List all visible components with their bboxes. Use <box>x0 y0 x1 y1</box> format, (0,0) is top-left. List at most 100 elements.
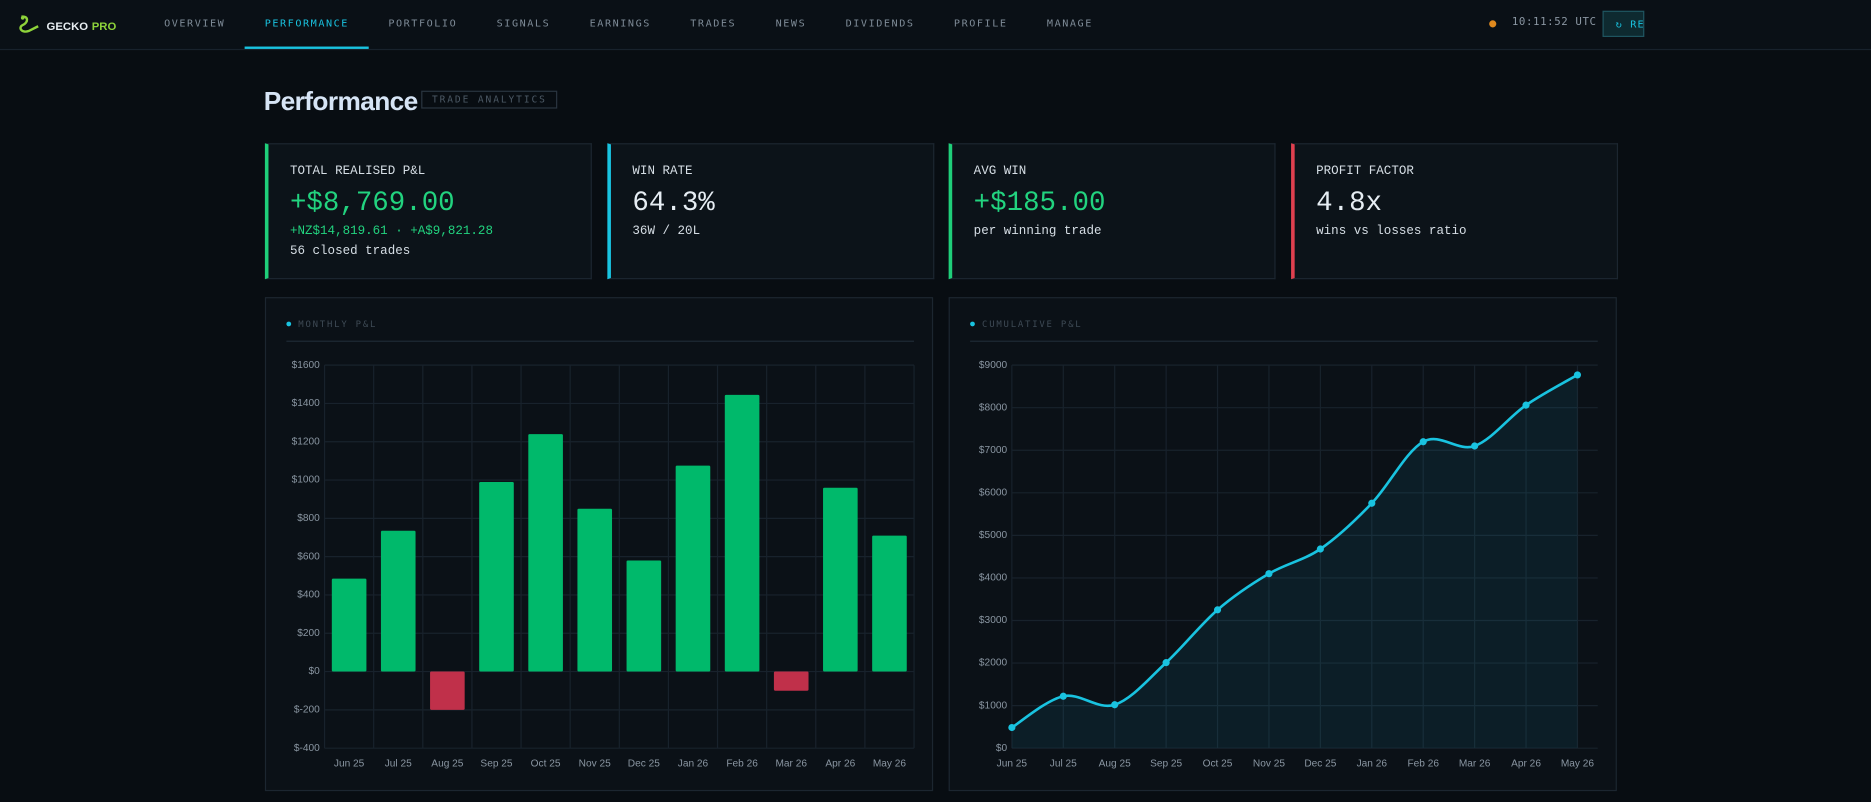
y-tick-label: $1000 <box>292 475 321 486</box>
point <box>1419 438 1427 446</box>
bar <box>577 508 613 672</box>
refresh-button[interactable]: ↻ RE <box>1602 10 1645 37</box>
nav-item[interactable]: PROFILE <box>953 17 1008 30</box>
stat-card: AVG WIN +$185.00 per winning trade <box>948 143 1276 280</box>
x-tick-label: Jun 25 <box>334 758 365 769</box>
y-tick-label: $200 <box>297 628 320 639</box>
card-label: AVG WIN <box>973 164 1027 179</box>
x-tick-label: Dec 25 <box>628 758 660 769</box>
chart-panel: MONTHLY P&L $-400 $-200 $0 $200 $400 $600 $800 $… <box>264 297 934 792</box>
nav-item[interactable]: DIVIDENDS <box>845 17 915 30</box>
y-tick-label: $0 <box>996 743 1008 754</box>
chart-panel: CUMULATIVE P&L $0 $1000 $2000 $3000 $4000 $500… <box>948 297 1617 792</box>
nav-item[interactable]: EARNINGS <box>589 17 651 30</box>
x-tick-label: Apr 26 <box>825 758 855 769</box>
y-tick-label: $4000 <box>979 573 1008 584</box>
x-tick-label: Dec 25 <box>1304 758 1336 769</box>
point <box>1471 442 1479 450</box>
logo[interactable]: GECKO PRO <box>14 14 116 38</box>
top-nav: GECKO PRO OVERVIEW PERFORMANCE PORTFOLIO SIG… <box>0 0 1871 51</box>
chart: CUMULATIVE P&L $0 $1000 $2000 $3000 $4000 $500… <box>970 320 1598 769</box>
y-tick-label: $8000 <box>979 402 1008 413</box>
card-label: PROFIT FACTOR <box>1316 164 1414 179</box>
point <box>1265 570 1273 578</box>
x-tick-label: Jan 26 <box>678 758 709 769</box>
bar <box>773 671 809 691</box>
nav-item[interactable]: MANAGE <box>1046 17 1093 30</box>
chart-title: CUMULATIVE P&L <box>982 320 1082 330</box>
nav-item[interactable]: SIGNALS <box>496 17 551 30</box>
brand-accent: PRO <box>91 19 117 33</box>
point <box>1008 723 1016 732</box>
card-subtext: per winning trade <box>973 224 1102 239</box>
x-tick-label: Apr 26 <box>1511 758 1541 769</box>
y-tick-label: $9000 <box>979 360 1008 371</box>
bar <box>430 671 465 710</box>
y-tick-label: $-200 <box>294 705 320 716</box>
nav-item[interactable]: NEWS <box>775 17 807 30</box>
x-tick-label: Oct 25 <box>531 758 561 769</box>
stat-card: WIN RATE 64.3% 36W / 20L <box>607 143 935 280</box>
card-subtext: wins vs losses ratio <box>1316 224 1467 239</box>
x-tick-label: Jan 26 <box>1357 758 1388 769</box>
chart: MONTHLY P&L $-400 $-200 $0 $200 $400 $600 $800 $… <box>286 320 915 769</box>
status-dot <box>1489 20 1497 28</box>
x-tick-label: Feb 26 <box>1407 758 1439 769</box>
bar <box>380 530 416 672</box>
x-tick-label: Oct 25 <box>1203 758 1233 769</box>
x-tick-label: Nov 25 <box>579 758 611 769</box>
y-tick-label: $0 <box>309 666 321 677</box>
stat-card: PROFIT FACTOR 4.8x wins vs losses ratio <box>1291 143 1619 280</box>
logo-icon <box>19 15 39 33</box>
x-tick-label: Sep 25 <box>1150 758 1182 769</box>
y-tick-label: $600 <box>297 551 320 562</box>
brand-name: GECKO <box>46 19 89 33</box>
x-tick-label: Aug 25 <box>431 758 463 769</box>
y-tick-label: $5000 <box>979 530 1008 541</box>
area <box>1011 374 1578 749</box>
bar <box>675 465 711 672</box>
y-tick-label: $800 <box>297 513 320 524</box>
point <box>1522 401 1530 409</box>
y-tick-label: $400 <box>297 590 320 601</box>
y-tick-label: $-400 <box>294 743 320 754</box>
page-title: Performance <box>263 85 419 116</box>
x-tick-label: Mar 26 <box>775 758 807 769</box>
bar <box>823 487 858 672</box>
bar <box>331 578 367 672</box>
x-tick-label: Jul 25 <box>1050 758 1077 769</box>
point <box>1573 371 1582 379</box>
x-tick-label: Sep 25 <box>480 758 512 769</box>
nav-item[interactable]: TRADES <box>690 17 737 30</box>
x-tick-label: Jun 25 <box>997 758 1028 769</box>
nav-item[interactable]: PERFORMANCE <box>245 0 369 49</box>
point <box>1368 499 1376 507</box>
x-tick-label: Aug 25 <box>1099 758 1131 769</box>
x-tick-label: Mar 26 <box>1459 758 1491 769</box>
bar <box>528 434 563 672</box>
card-subtext: +NZ$14,819.61 · +A$9,821.28 <box>289 224 493 239</box>
y-tick-label: $1600 <box>292 360 321 371</box>
card-value: +$185.00 <box>973 187 1106 219</box>
clock: 10:11:52 UTC <box>1511 16 1597 29</box>
nav-item[interactable]: PORTFOLIO <box>388 17 458 30</box>
title-dot <box>286 321 292 327</box>
bar <box>724 394 760 672</box>
chart-title: MONTHLY P&L <box>298 320 377 330</box>
y-tick-label: $6000 <box>979 487 1008 498</box>
y-tick-label: $3000 <box>979 615 1008 626</box>
nav-item[interactable]: OVERVIEW <box>164 17 226 30</box>
point <box>1059 692 1067 700</box>
point <box>1162 659 1170 667</box>
x-tick-label: May 26 <box>1561 758 1595 769</box>
point <box>1213 606 1222 614</box>
card-label: TOTAL REALISED P&L <box>289 164 426 179</box>
x-tick-label: Jul 25 <box>385 758 412 769</box>
card-subtext: 36W / 20L <box>632 224 701 239</box>
bar <box>626 560 662 672</box>
point <box>1316 545 1324 553</box>
card-subtext: 56 closed trades <box>289 244 411 259</box>
x-tick-label: May 26 <box>873 758 907 769</box>
